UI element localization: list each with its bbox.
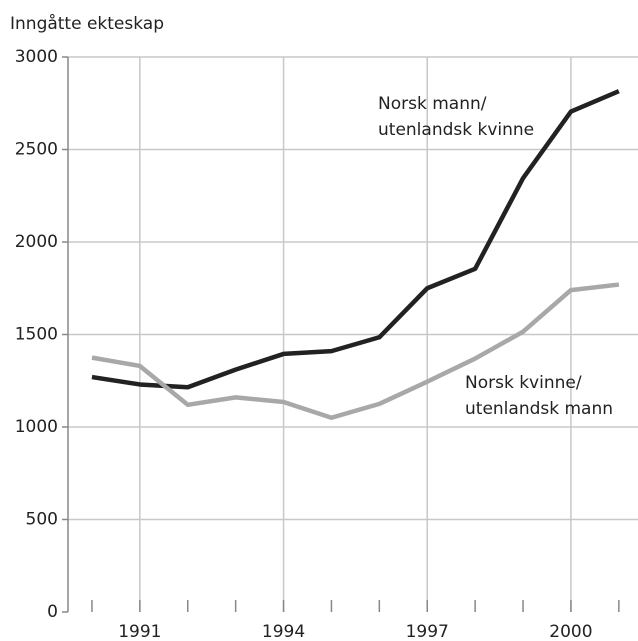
x-tick-label: 1997 (406, 622, 449, 641)
y-tick-label: 3000 (15, 47, 58, 67)
y-tick-label: 1000 (15, 417, 58, 437)
x-tick-label: 1994 (262, 622, 305, 641)
y-tick-label: 500 (26, 510, 58, 530)
y-tick-label: 2000 (15, 232, 58, 252)
y-axis-label: Inngåtte ekteskap (10, 13, 164, 34)
series-line (91, 282, 620, 420)
annotation: utenlandsk kvinne (378, 120, 534, 140)
annotation: Norsk mann/ (378, 94, 487, 114)
series-line (91, 89, 620, 390)
x-tick-label: 1991 (118, 622, 161, 641)
y-tick-label: 2500 (15, 140, 58, 160)
y-tick-label: 0 (47, 602, 58, 622)
annotation: utenlandsk mann (465, 399, 613, 419)
annotation: Norsk kvinne/ (465, 373, 582, 393)
y-tick-label: 1500 (15, 325, 58, 345)
x-tick-label: 2000 (549, 622, 592, 641)
